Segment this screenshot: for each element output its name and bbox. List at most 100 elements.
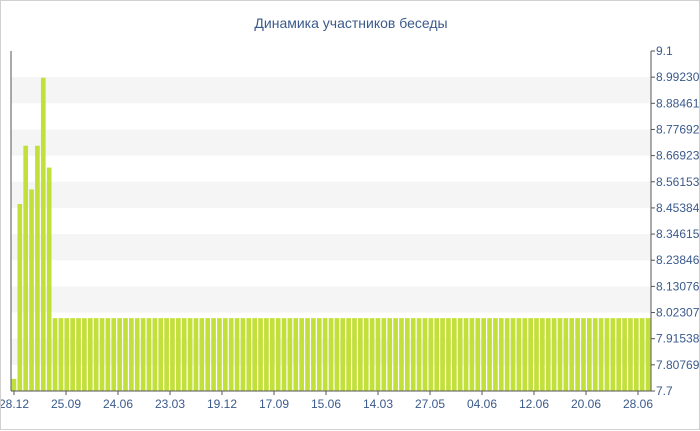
- bar: [369, 318, 375, 391]
- bar: [434, 318, 440, 391]
- bar: [52, 318, 58, 391]
- bar: [451, 318, 457, 391]
- x-tick-label: 15.06: [311, 397, 341, 411]
- bar: [287, 318, 293, 391]
- bar: [475, 318, 481, 391]
- bar: [252, 318, 258, 391]
- bar: [29, 189, 34, 391]
- y-tick-label: 8.77692: [656, 122, 700, 136]
- bar: [199, 318, 205, 391]
- bar: [264, 318, 269, 391]
- bar: [305, 318, 310, 391]
- bar: [82, 318, 87, 391]
- bar: [111, 318, 117, 391]
- y-tick-label: 8.34615: [656, 227, 700, 241]
- bar: [129, 318, 134, 391]
- bar: [352, 318, 357, 391]
- bar: [416, 318, 422, 391]
- chart-title: Динамика участников беседы: [254, 15, 448, 31]
- bar: [170, 318, 175, 391]
- bar: [240, 318, 246, 391]
- bar: [522, 318, 528, 391]
- bar: [487, 318, 492, 391]
- y-tick-label: 7.80769: [656, 358, 700, 372]
- bars: [11, 77, 651, 391]
- y-tick-labels: 9.1 8.99230 8.88461 8.77692 8.66923 8.56153 8.…: [656, 44, 700, 398]
- bar: [504, 318, 510, 391]
- bar: [93, 318, 99, 391]
- bar: [146, 318, 152, 391]
- bar: [516, 318, 522, 391]
- y-tick-label: 7.7: [656, 384, 673, 398]
- bar: [622, 318, 627, 391]
- bar: [410, 318, 416, 391]
- bar: [387, 318, 393, 391]
- bar: [645, 318, 651, 391]
- bar: [598, 318, 604, 391]
- bar: [510, 318, 516, 391]
- bar: [457, 318, 463, 391]
- bar: [633, 318, 639, 391]
- bar: [158, 318, 164, 391]
- bar: [628, 318, 633, 391]
- bar: [540, 318, 545, 391]
- bar: [140, 318, 146, 391]
- x-tick-label: 20.06: [571, 397, 601, 411]
- bar: [399, 318, 404, 391]
- x-tick-label: 23.03: [155, 397, 185, 411]
- bar: [428, 318, 434, 391]
- bar: [275, 318, 281, 391]
- bar: [404, 318, 410, 391]
- bar: [440, 318, 445, 391]
- bar: [23, 145, 29, 391]
- bar: [534, 318, 539, 391]
- y-tick-label: 8.02307: [656, 306, 700, 320]
- bar: [193, 318, 199, 391]
- x-tick-labels: 28.12 25.09 24.06 23.03 19.12 17.09 15.06 14.03…: [1, 397, 653, 411]
- bar: [528, 318, 533, 391]
- bar: [11, 378, 17, 391]
- bar: [70, 318, 75, 391]
- bar: [316, 318, 322, 391]
- bar: [228, 318, 234, 391]
- bar: [587, 318, 592, 391]
- x-tick-label: 12.06: [519, 397, 549, 411]
- y-tick-label: 8.23846: [656, 253, 700, 267]
- bar: [557, 318, 563, 391]
- bar: [463, 318, 469, 391]
- y-tick-label: 8.99230: [656, 70, 700, 84]
- bar: [58, 318, 64, 391]
- y-tick-label: 8.88461: [656, 96, 700, 110]
- bar: [99, 318, 105, 391]
- bar: [40, 77, 46, 391]
- grid-band: [11, 129, 651, 156]
- x-tick-label: 14.03: [363, 397, 393, 411]
- bar: [281, 318, 287, 391]
- bar: [269, 318, 275, 391]
- bar: [258, 318, 263, 391]
- bar: [222, 318, 228, 391]
- bar: [234, 318, 240, 391]
- bar: [340, 318, 346, 391]
- bar: [581, 318, 586, 391]
- bar: [551, 318, 557, 391]
- grid-band: [11, 286, 651, 313]
- bar: [381, 318, 387, 391]
- bar: [569, 318, 575, 391]
- bar: [181, 318, 187, 391]
- bar: [328, 318, 334, 391]
- bar: [87, 318, 93, 391]
- bar: [152, 318, 158, 391]
- bar: [322, 318, 328, 391]
- bar: [311, 318, 316, 391]
- bar: [117, 318, 122, 391]
- x-tick-label: 28.06: [623, 397, 653, 411]
- bar: [639, 318, 645, 391]
- bar: [493, 318, 498, 391]
- bar: [563, 318, 569, 391]
- grid-band: [11, 234, 651, 261]
- y-tick-label: 8.66923: [656, 149, 700, 163]
- bar: [346, 318, 351, 391]
- bar: [123, 318, 128, 391]
